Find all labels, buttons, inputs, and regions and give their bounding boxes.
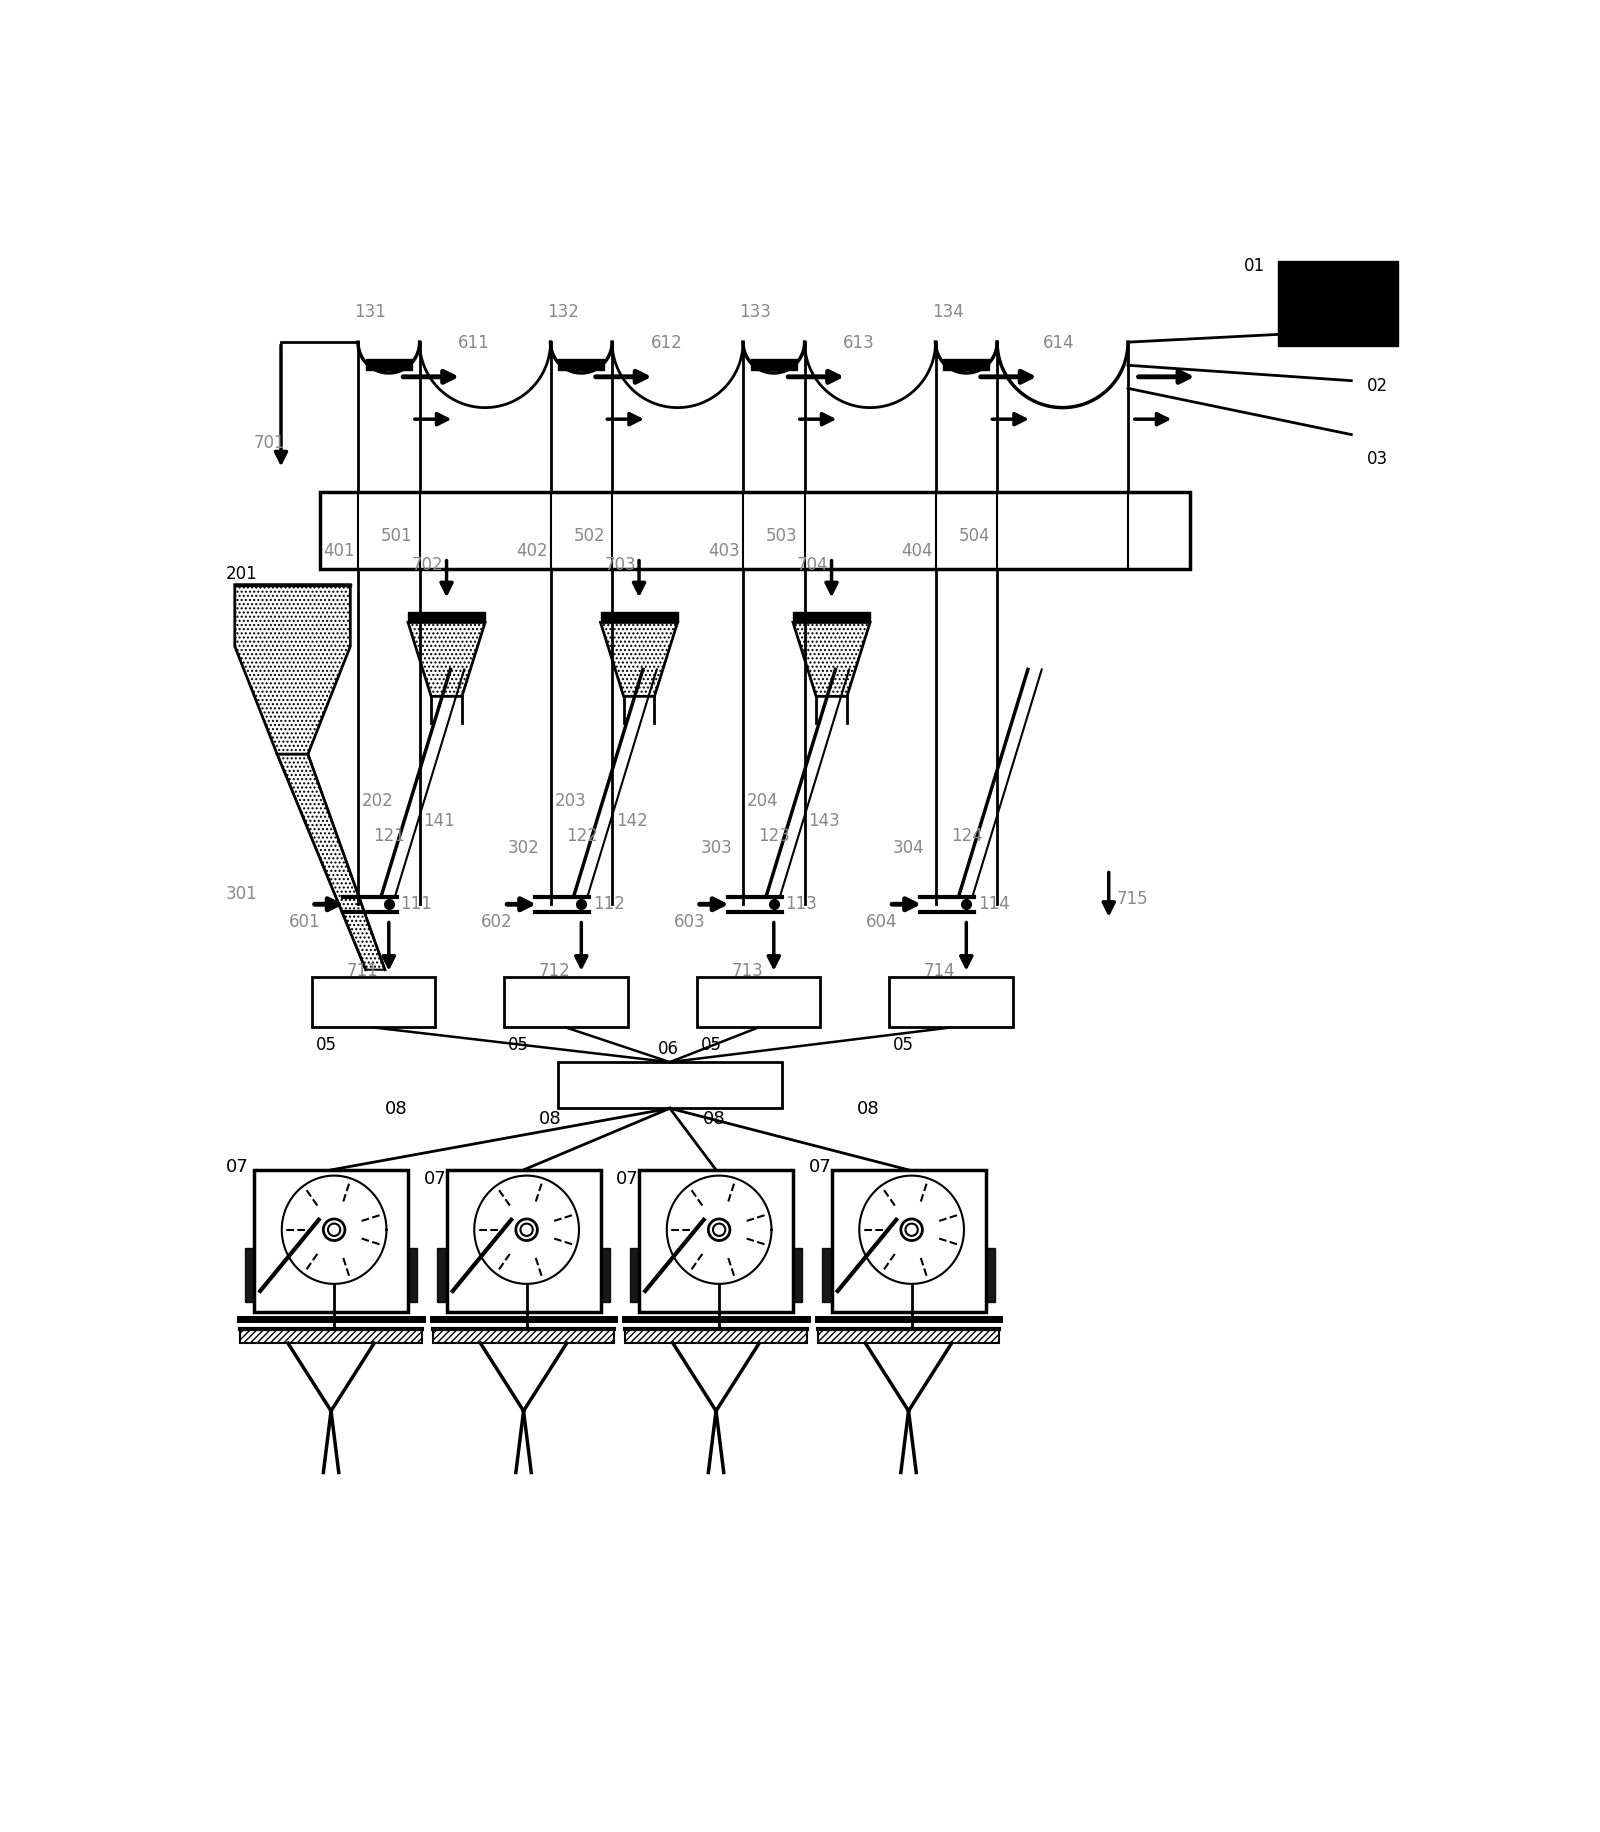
Text: 113: 113: [786, 894, 818, 912]
Bar: [832, 1171, 986, 1314]
Text: 141: 141: [424, 812, 456, 830]
Text: 601: 601: [288, 912, 320, 931]
Bar: [437, 1249, 446, 1303]
Bar: [818, 1330, 1000, 1343]
Text: 121: 121: [373, 826, 405, 845]
Bar: [600, 1249, 610, 1303]
Text: 07: 07: [616, 1169, 638, 1187]
Bar: [794, 612, 870, 623]
Bar: [638, 1171, 794, 1314]
Bar: [366, 359, 411, 370]
Bar: [254, 1171, 408, 1314]
Bar: [408, 1249, 418, 1303]
Text: 304: 304: [893, 837, 925, 856]
Text: 715: 715: [1117, 890, 1149, 907]
Text: 401: 401: [323, 542, 355, 561]
Text: 702: 702: [411, 555, 443, 573]
Text: 503: 503: [766, 526, 798, 544]
Text: 302: 302: [509, 837, 539, 856]
Bar: [240, 1330, 422, 1343]
Text: 01: 01: [1243, 256, 1264, 275]
Text: 142: 142: [616, 812, 648, 830]
Text: 714: 714: [923, 962, 955, 978]
Text: 05: 05: [893, 1035, 914, 1053]
Text: 132: 132: [547, 302, 579, 321]
Bar: [698, 978, 819, 1028]
Text: 204: 204: [747, 791, 779, 810]
Text: 03: 03: [1366, 449, 1387, 467]
Text: 604: 604: [866, 912, 898, 931]
Text: 202: 202: [362, 791, 394, 810]
Bar: [986, 1249, 995, 1303]
Text: 122: 122: [566, 826, 598, 845]
Text: 07: 07: [424, 1169, 446, 1187]
Text: 134: 134: [931, 302, 963, 321]
Bar: [630, 1249, 638, 1303]
Bar: [890, 978, 1013, 1028]
Bar: [408, 612, 485, 623]
Text: 08: 08: [702, 1110, 725, 1129]
Text: 403: 403: [709, 542, 739, 561]
Text: 203: 203: [554, 791, 586, 810]
Text: 06: 06: [658, 1041, 680, 1057]
Text: 131: 131: [354, 302, 386, 321]
Bar: [794, 1249, 802, 1303]
Text: 614: 614: [1043, 333, 1075, 352]
Text: 08: 08: [539, 1110, 562, 1129]
Bar: [504, 978, 627, 1028]
Text: 711: 711: [347, 962, 378, 978]
Text: 124: 124: [950, 826, 982, 845]
Bar: [822, 1249, 832, 1303]
Text: 713: 713: [731, 962, 763, 978]
Text: 612: 612: [651, 333, 682, 352]
Bar: [312, 978, 435, 1028]
Text: 602: 602: [482, 912, 514, 931]
Bar: [626, 1330, 806, 1343]
Text: 504: 504: [958, 526, 990, 544]
Text: 603: 603: [674, 912, 706, 931]
Text: 502: 502: [574, 526, 605, 544]
Text: 05: 05: [509, 1035, 530, 1053]
Text: 701: 701: [254, 434, 286, 453]
Text: 07: 07: [226, 1158, 248, 1176]
Text: 08: 08: [858, 1099, 880, 1118]
Text: 704: 704: [797, 555, 829, 573]
Text: 133: 133: [739, 302, 771, 321]
Bar: [446, 1171, 600, 1314]
Bar: [750, 359, 797, 370]
Text: 05: 05: [701, 1035, 722, 1053]
Text: 114: 114: [978, 894, 1010, 912]
Text: 404: 404: [901, 542, 933, 561]
Bar: [558, 359, 605, 370]
Bar: [944, 359, 989, 370]
Bar: [432, 1330, 614, 1343]
Text: 712: 712: [539, 962, 571, 978]
Text: 501: 501: [381, 526, 413, 544]
Text: 02: 02: [1366, 376, 1387, 394]
Bar: [558, 1063, 781, 1108]
Text: 613: 613: [843, 333, 875, 352]
Text: 201: 201: [226, 564, 258, 583]
Bar: [320, 493, 1189, 570]
Text: 08: 08: [386, 1099, 408, 1118]
Text: 402: 402: [515, 542, 547, 561]
Text: 611: 611: [458, 333, 490, 352]
Bar: [1278, 262, 1397, 346]
Text: 111: 111: [400, 894, 432, 912]
Text: 05: 05: [315, 1035, 336, 1053]
Bar: [600, 612, 677, 623]
Text: 123: 123: [758, 826, 790, 845]
Text: 303: 303: [701, 837, 733, 856]
Text: 112: 112: [594, 894, 624, 912]
Text: 07: 07: [808, 1158, 832, 1176]
Text: 301: 301: [226, 885, 258, 901]
Bar: [245, 1249, 254, 1303]
Text: 703: 703: [605, 555, 637, 573]
Text: 143: 143: [808, 812, 840, 830]
